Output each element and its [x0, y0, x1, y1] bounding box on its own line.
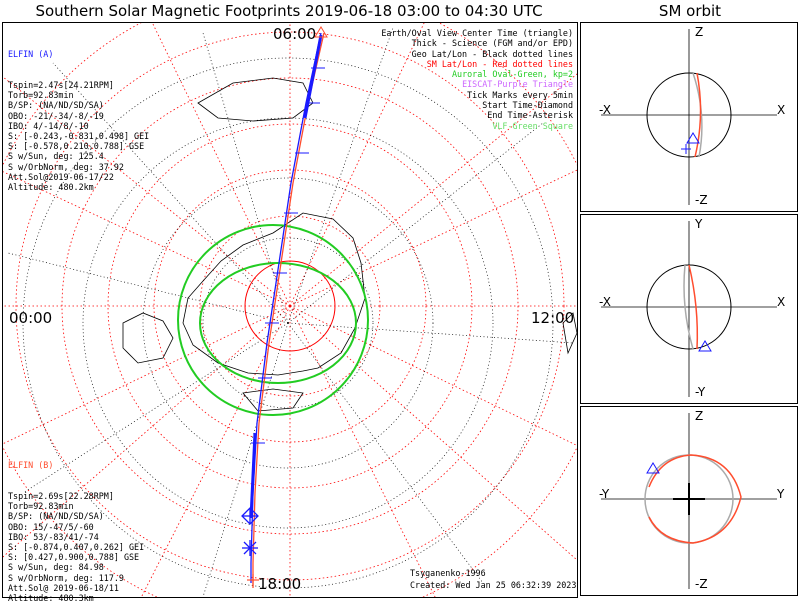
orbit2-right: X: [777, 295, 786, 309]
orbit-xy-graphic: [601, 221, 777, 397]
legend-entry: Earth/Oval View Center Time (triangle): [381, 28, 573, 38]
elfin-b-info-line: Torb=92.83min: [8, 501, 74, 512]
elfin-a-info-line: S: [-0.578,0.210,0.788] GSE: [8, 141, 145, 152]
elfin-a-info-line: Tspin=2.47s[24.21RPM]: [8, 80, 114, 90]
elfin-a-info-line: Altitude: 480.2km: [8, 181, 94, 192]
elfin-b-info-line: Att.Sol@ 2019-06-18/11: [8, 582, 119, 593]
elfin-b-info-line: OBO: 15/-47/5/-60: [8, 521, 94, 532]
mlt-label-left: 00:00: [9, 309, 53, 327]
elfin-b-info-line: Altitude: 480.3km: [8, 592, 94, 603]
elfin-a-info-line: Torb=92.83min: [8, 90, 74, 101]
elfin-a-info-line: S: [-0.243,-0.831,0.498] GEI: [8, 130, 150, 141]
elfin-a-science-segment: [249, 432, 257, 519]
geo-lon-lines: [7, 27, 574, 597]
start-diamond: [241, 507, 259, 525]
elfin-a-info-line: IBO: 4/-14/8/-10: [8, 120, 89, 131]
elfin-b-info-line: S w/OrbNorm, deg: 117.9: [8, 572, 124, 583]
orbit2-top: Y: [695, 217, 703, 231]
elfin-a-info-line: OBO: -21/-34/-8/-19: [8, 110, 104, 121]
legend-entry: Tick Marks every 5min: [467, 89, 573, 100]
elfin-b-info-line: B/SP: (NA/ND/SD/SA): [8, 511, 104, 522]
elfin-a-track: [250, 32, 322, 583]
plot-title: Southern Solar Magnetic Footprints 2019-…: [35, 2, 543, 20]
orbit2-bottom: -Y: [695, 385, 706, 399]
elfin-a-info-line: Att.Sol@2019-06-17/22: [8, 171, 114, 182]
orbit-yz-graphic: [601, 413, 777, 589]
elfin-a-info-line: S w/Sun, deg: 125.4: [8, 151, 104, 162]
orbit1-right: X: [777, 103, 786, 117]
elfin-a-header: ELFIN (A): [8, 49, 54, 60]
elfin-a-info-line: B/SP: (NA/ND/SD/SA): [8, 100, 104, 111]
orbit1-top: Z: [695, 25, 704, 39]
sm-lon-lines: [3, 23, 577, 597]
elfin-b-header: ELFIN (B): [8, 460, 54, 471]
elfin-b-info-line: S w/Sun, deg: 84.98: [8, 562, 104, 573]
elfin-b-info-line: S: [-0.874,0.407,0.262] GEI: [8, 541, 145, 552]
elfin-b-info-line: IBO: 53/-83/41/-74: [8, 531, 99, 542]
orbit3-bottom: -Z: [695, 577, 708, 591]
orbit1-left: -X: [599, 103, 611, 117]
legend-entry: EISCAT-Purple Triangle: [462, 79, 573, 90]
elfin-b-info: ELFIN (B) Tspin=2.69s[22.28RPM] Torb=92.8…: [8, 440, 144, 602]
orbit3-top: Z: [695, 409, 704, 423]
orbit3-right: Y: [777, 487, 785, 501]
elfin-b-track: [252, 32, 325, 588]
geo-lat-circles: [22, 57, 554, 589]
legend-entry: Geo Lat/Lon - Black dotted lines: [411, 48, 573, 59]
elfin-b-info-line: S: [0.427,0.900,0.788] GSE: [8, 552, 140, 563]
orbit2-left: -X: [599, 295, 611, 309]
end-asterisk: [242, 540, 258, 556]
mlt-label-right: 12:00: [531, 309, 575, 327]
end-asterisk-b: [247, 574, 259, 586]
orbit-panel-xz: Z -Z -X X: [580, 22, 798, 212]
legend-entry: Thick - Science (FGM and/or EPD): [411, 38, 573, 49]
legend-entry: Start Time-Diamond: [482, 100, 573, 111]
auroral-oval: [177, 224, 369, 416]
legend: Earth/Oval View Center Time (triangle) Th…: [381, 28, 573, 131]
legend-entry: End Time-Asterisk: [487, 110, 573, 121]
elfin-b-info-line: Tspin=2.69s[22.28RPM]: [8, 491, 114, 501]
legend-entry: VLF-Green Square: [492, 120, 573, 131]
created-timestamp: Created: Wed Jan 25 06:32:39 2023: [410, 580, 577, 590]
model-credit: Tsyganenko-1996: [410, 568, 486, 578]
footprint-map: 06:00 00:00 12:00 18:00: [2, 22, 578, 598]
orbit-xz-graphic: [601, 29, 777, 205]
mlt-label-bottom: 18:00: [258, 575, 302, 593]
orbit1-bottom: -Z: [695, 193, 708, 207]
orbit-panel-yz: Z -Z -Y Y: [580, 406, 798, 596]
orbit-panel-xy: Y -Y -X X: [580, 214, 798, 404]
legend-entry: SM Lat/Lon - Red dotted lines: [426, 58, 573, 69]
orbit3-left: -Y: [599, 487, 610, 501]
start-triangle: [314, 26, 328, 38]
orbit-title: SM orbit: [658, 2, 722, 20]
map-graphic: [3, 23, 577, 597]
elfin-a-info: ELFIN (A) Tspin=2.47s[24.21RPM] Torb=92.8…: [8, 29, 149, 191]
tick-marks: [251, 67, 325, 444]
legend-entry: Auroral Oval-Green, kp=2: [451, 69, 573, 80]
elfin-a-science-segment: [303, 34, 323, 119]
elfin-a-info-line: S w/OrbNorm, deg: 37.92: [8, 161, 124, 172]
mlt-label-top: 06:00: [273, 25, 317, 43]
